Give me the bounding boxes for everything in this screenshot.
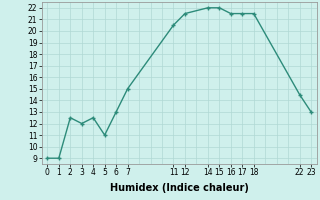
X-axis label: Humidex (Indice chaleur): Humidex (Indice chaleur) — [110, 183, 249, 193]
